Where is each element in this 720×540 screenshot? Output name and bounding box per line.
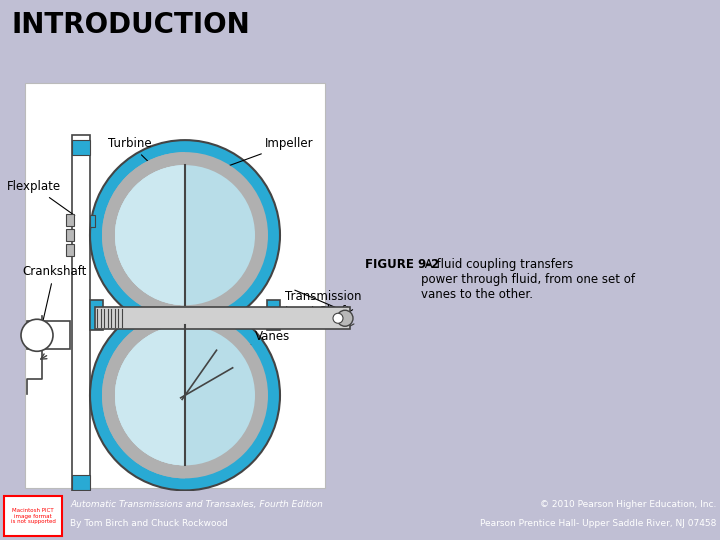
- Text: A fluid coupling transfers
power through fluid, from one set of
vanes to the oth: A fluid coupling transfers power through…: [421, 258, 635, 301]
- Text: Macintosh PICT
image format
is not supported: Macintosh PICT image format is not suppo…: [11, 508, 55, 524]
- Circle shape: [90, 140, 280, 330]
- Bar: [72, 475, 90, 490]
- Text: Vanes: Vanes: [212, 330, 290, 364]
- Text: Transmission
Input Shaft: Transmission Input Shaft: [285, 290, 361, 318]
- Circle shape: [333, 313, 343, 323]
- Bar: [27, 321, 70, 349]
- Wedge shape: [102, 312, 185, 478]
- Wedge shape: [115, 165, 185, 305]
- Text: Pearson Prentice Hall- Upper Saddle River, NJ 07458: Pearson Prentice Hall- Upper Saddle Rive…: [480, 518, 716, 528]
- Bar: [90, 215, 95, 227]
- Bar: [25, 83, 325, 488]
- Circle shape: [102, 312, 268, 478]
- Bar: [95, 307, 350, 329]
- Bar: [66, 244, 74, 256]
- Wedge shape: [115, 325, 185, 465]
- Circle shape: [115, 325, 255, 465]
- Text: Turbine: Turbine: [108, 137, 158, 171]
- Text: Impeller: Impeller: [228, 137, 314, 166]
- Bar: [90, 300, 103, 330]
- Text: Flexplate: Flexplate: [7, 180, 75, 215]
- Wedge shape: [115, 325, 185, 465]
- Text: INTRODUCTION: INTRODUCTION: [12, 11, 251, 39]
- Text: Crankshaft: Crankshaft: [22, 265, 86, 322]
- Bar: [72, 135, 90, 495]
- Bar: [66, 229, 74, 241]
- Circle shape: [102, 152, 268, 318]
- Text: By Tom Birch and Chuck Rockwood: By Tom Birch and Chuck Rockwood: [70, 518, 228, 528]
- Text: © 2010 Pearson Higher Education, Inc.: © 2010 Pearson Higher Education, Inc.: [539, 500, 716, 509]
- Bar: [102, 308, 115, 322]
- Wedge shape: [115, 165, 185, 305]
- Circle shape: [21, 319, 53, 352]
- Bar: [4, 496, 62, 536]
- Bar: [255, 308, 268, 322]
- Circle shape: [115, 165, 255, 305]
- Bar: [267, 300, 280, 330]
- Bar: [66, 214, 74, 226]
- Bar: [72, 140, 90, 155]
- Circle shape: [90, 300, 280, 490]
- Text: FIGURE 9-2: FIGURE 9-2: [365, 258, 439, 271]
- Text: Automatic Transmissions and Transaxles, Fourth Edition: Automatic Transmissions and Transaxles, …: [70, 500, 323, 509]
- Wedge shape: [102, 152, 185, 318]
- Circle shape: [337, 310, 353, 326]
